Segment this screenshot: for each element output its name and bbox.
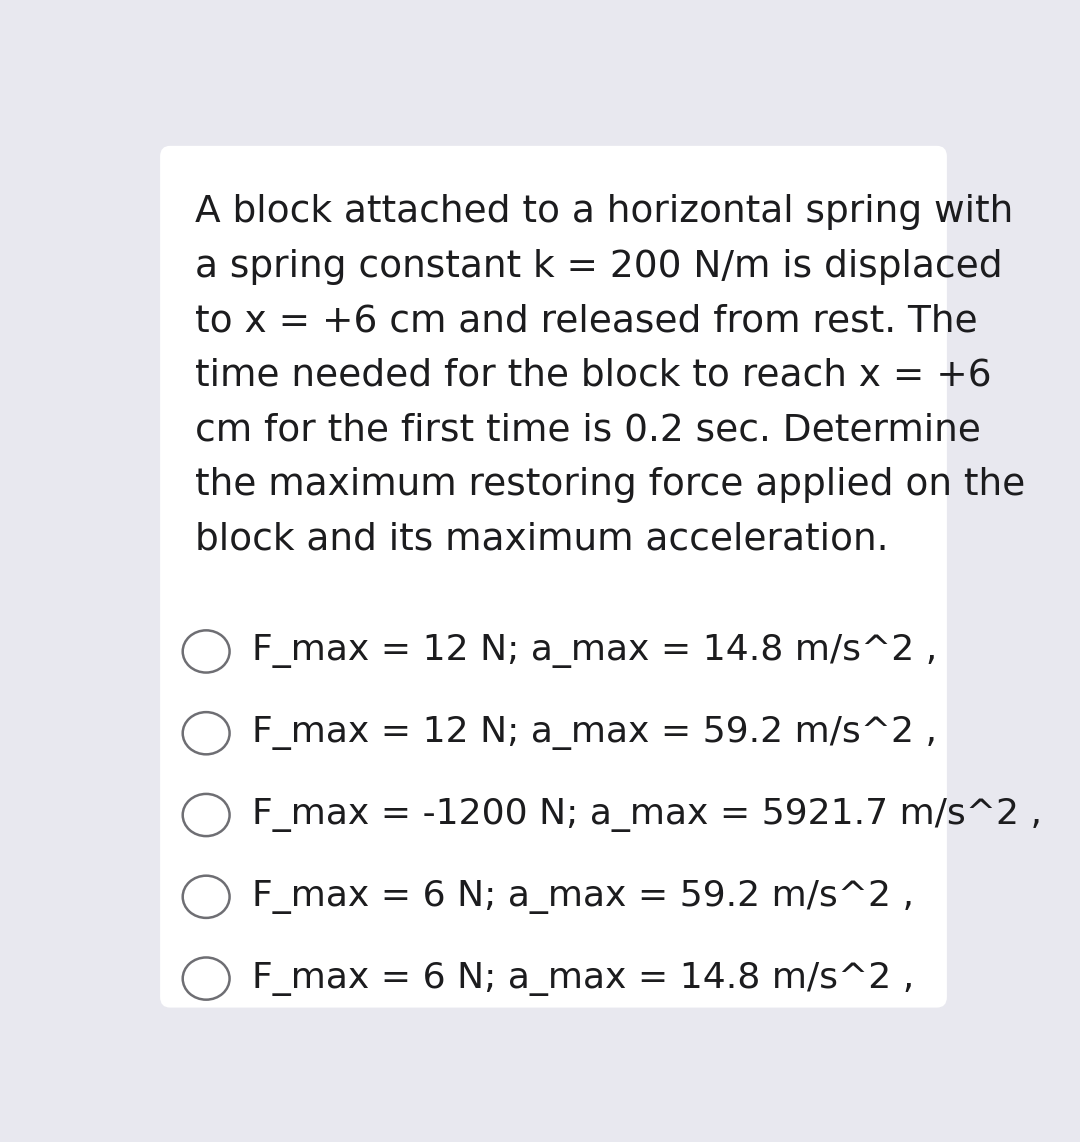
Text: the maximum restoring force applied on the: the maximum restoring force applied on t… bbox=[195, 467, 1026, 502]
Text: F_max = 12 N; a_max = 14.8 m/s^2 ,: F_max = 12 N; a_max = 14.8 m/s^2 , bbox=[253, 635, 937, 668]
Text: time needed for the block to reach x = +6: time needed for the block to reach x = +… bbox=[195, 357, 991, 394]
Text: cm for the first time is 0.2 sec. Determine: cm for the first time is 0.2 sec. Determ… bbox=[195, 412, 981, 449]
Text: to x = +6 cm and released from rest. The: to x = +6 cm and released from rest. The bbox=[195, 304, 977, 339]
Text: F_max = 6 N; a_max = 14.8 m/s^2 ,: F_max = 6 N; a_max = 14.8 m/s^2 , bbox=[253, 962, 915, 996]
Text: F_max = 6 N; a_max = 59.2 m/s^2 ,: F_max = 6 N; a_max = 59.2 m/s^2 , bbox=[253, 879, 914, 914]
Text: block and its maximum acceleration.: block and its maximum acceleration. bbox=[195, 521, 889, 557]
FancyBboxPatch shape bbox=[160, 146, 947, 1007]
Text: F_max = 12 N; a_max = 59.2 m/s^2 ,: F_max = 12 N; a_max = 59.2 m/s^2 , bbox=[253, 716, 937, 750]
Text: F_max = -1200 N; a_max = 5921.7 m/s^2 ,: F_max = -1200 N; a_max = 5921.7 m/s^2 , bbox=[253, 798, 1042, 833]
Text: A block attached to a horizontal spring with: A block attached to a horizontal spring … bbox=[195, 194, 1013, 231]
Text: a spring constant k = 200 N/m is displaced: a spring constant k = 200 N/m is displac… bbox=[195, 249, 1003, 284]
